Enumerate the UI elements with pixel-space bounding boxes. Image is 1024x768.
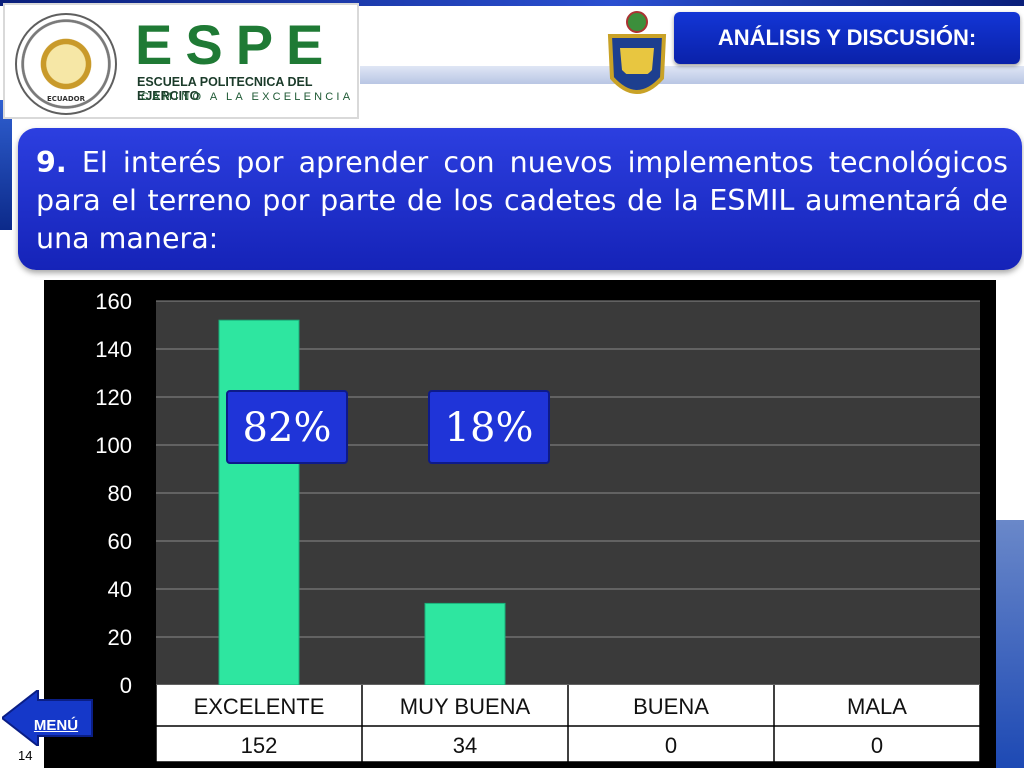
table-value: 152 [241, 733, 278, 758]
percent-label: 82% [243, 405, 332, 451]
question-text: El interés por aprender con nuevos imple… [36, 146, 1008, 255]
percent-callout-box [428, 390, 550, 464]
bar-chart: 0 20 40 60 80 100 120 140 160 EXCELENTE 152 MUY BUE… [44, 280, 996, 768]
espe-seal-icon: ECUADOR [15, 13, 117, 115]
x-category-label: BUENA [633, 694, 709, 719]
bar-muy-buena [424, 602, 506, 686]
y-tick-label: 140 [95, 337, 132, 362]
question-box: 9. El interés por aprender con nuevos im… [18, 128, 1022, 270]
section-title: ANÁLISIS Y DISCUSIÓN: [674, 12, 1020, 64]
header-stripe [360, 66, 1024, 84]
left-accent-band [0, 100, 12, 230]
y-tick-label: 100 [95, 433, 132, 458]
page-number: 14 [18, 748, 33, 763]
logo-institution-name: ESCUELA POLITECNICA DEL EJERCITO [137, 75, 313, 103]
eloy-alfaro-crest-icon [607, 11, 667, 94]
y-tick-label: 0 [120, 673, 132, 698]
seal-text: ECUADOR [47, 95, 85, 103]
espe-logo: ECUADOR ESPE ESCUELA POLITECNICA DEL EJE… [3, 3, 359, 119]
x-category-label: MUY BUENA [400, 694, 531, 719]
menu-link[interactable]: MENÚ [33, 717, 79, 734]
top-accent-bar [0, 0, 1024, 6]
x-category-label: EXCELENTE [194, 694, 325, 719]
table-value: 0 [871, 733, 883, 758]
y-tick-label: 80 [108, 481, 132, 506]
question-number: 9. [36, 146, 67, 179]
logo-acronym: ESPE [135, 13, 337, 76]
y-tick-label: 60 [108, 529, 132, 554]
bar-excelente [218, 319, 300, 686]
y-tick-label: 120 [95, 385, 132, 410]
menu-button[interactable] [2, 690, 94, 746]
y-tick-label: 40 [108, 577, 132, 602]
table-value: 34 [453, 733, 477, 758]
x-category-label: MALA [847, 694, 907, 719]
y-tick-label: 20 [108, 625, 132, 650]
percent-callout-box [226, 390, 348, 464]
percent-label: 18% [445, 405, 534, 451]
y-tick-label: 160 [95, 289, 132, 314]
chart-svg: 0 20 40 60 80 100 120 140 160 EXCELENTE 152 MUY BUE… [95, 289, 981, 763]
logo-motto: CAMINO A LA EXCELENCIA [141, 91, 354, 103]
table-value: 0 [665, 733, 677, 758]
